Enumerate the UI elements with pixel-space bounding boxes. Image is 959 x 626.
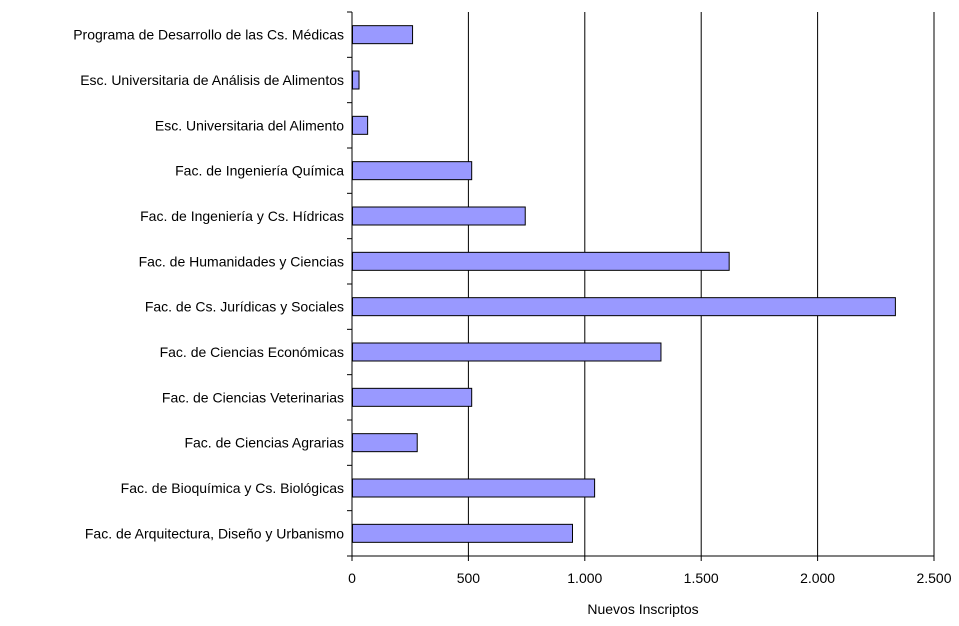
y-tick-label: Fac. de Arquitectura, Diseño y Urbanismo bbox=[85, 525, 344, 541]
bar bbox=[352, 115, 369, 135]
y-tick-label: Fac. de Cs. Jurídicas y Sociales bbox=[145, 299, 344, 315]
bar bbox=[352, 433, 418, 453]
x-tick-label: 0 bbox=[348, 570, 356, 586]
x-tick-label: 2.500 bbox=[916, 570, 951, 586]
bar bbox=[352, 297, 896, 317]
y-tick-label: Fac. de Humanidades y Ciencias bbox=[139, 253, 344, 269]
axes bbox=[347, 11, 935, 561]
x-tick-label: 2.000 bbox=[800, 570, 835, 586]
x-tick-label: 1.000 bbox=[567, 570, 602, 586]
bar bbox=[352, 206, 526, 226]
x-tick-label: 500 bbox=[457, 570, 481, 586]
bar bbox=[352, 70, 360, 90]
bar bbox=[352, 342, 662, 362]
bar bbox=[352, 523, 573, 543]
bar bbox=[352, 478, 596, 498]
x-tick-label: 1.500 bbox=[684, 570, 719, 586]
y-tick-label: Fac. de Ciencias Económicas bbox=[160, 344, 344, 360]
bar bbox=[352, 251, 730, 271]
y-tick-label: Fac. de Bioquímica y Cs. Biológicas bbox=[121, 480, 344, 496]
bar bbox=[352, 387, 473, 407]
bar bbox=[352, 161, 473, 181]
y-tick-label: Fac. de Ingeniería y Cs. Hídricas bbox=[140, 208, 344, 224]
y-tick-label: Fac. de Ciencias Veterinarias bbox=[162, 389, 344, 405]
y-tick-label: Fac. de Ciencias Agrarias bbox=[184, 435, 344, 451]
bars bbox=[352, 25, 896, 543]
y-tick-label: Programa de Desarrollo de las Cs. Médica… bbox=[73, 27, 344, 43]
labels: Programa de Desarrollo de las Cs. Médica… bbox=[73, 27, 952, 586]
x-axis-title: Nuevos Inscriptos bbox=[587, 601, 698, 617]
y-tick-label: Esc. Universitaria del Alimento bbox=[155, 117, 344, 133]
gridlines bbox=[467, 12, 935, 556]
y-tick-label: Esc. Universitaria de Análisis de Alimen… bbox=[80, 72, 344, 88]
y-tick-label: Fac. de Ingeniería Química bbox=[175, 163, 344, 179]
bar bbox=[352, 25, 414, 45]
